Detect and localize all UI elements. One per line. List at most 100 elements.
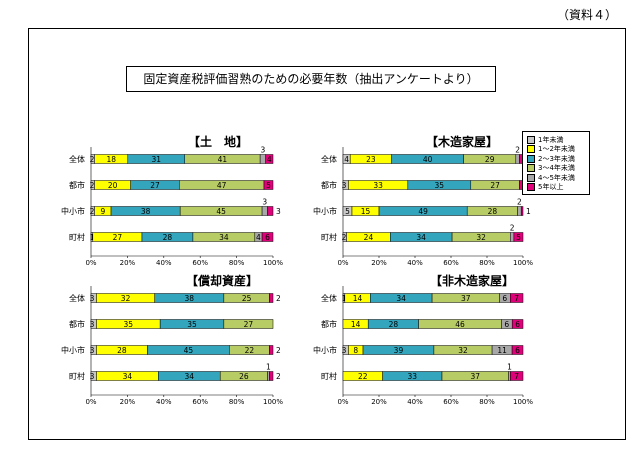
data-label: 6 [265,233,270,242]
bar-segment [510,371,524,381]
data-label: 22 [358,372,368,381]
data-label: 15 [361,207,371,216]
bar-segment [517,206,522,216]
category-label: 全体 [69,293,85,303]
legend-item: 1～2年未満 [527,145,585,155]
bar-segment [269,293,274,303]
data-label: 2 [90,181,95,190]
data-label: 3 [90,320,95,329]
data-label: 33 [373,181,383,190]
x-tick-label: 20% [120,398,136,406]
legend-item: 3～4年未満 [527,164,585,174]
x-tick-label: 20% [371,398,387,406]
data-label: 2 [517,198,522,207]
data-label: 28 [163,233,173,242]
data-label: 2 [276,294,281,303]
stacked-bar-chart-4: 【非木造家屋】0% 20% 40% 60% 80% 100%全体 1 14 34 37 6 7都市 14… [313,273,533,406]
data-label: 14 [353,294,363,303]
data-label: 34 [123,372,133,381]
category-label: 全体 [321,154,337,164]
bar-segment [259,154,266,164]
figure-frame [28,28,626,440]
data-label: 3 [342,181,347,190]
data-label: 35 [187,320,197,329]
data-label: 2 [510,224,515,233]
data-label: 23 [366,155,376,164]
x-tick-label: 80% [479,259,495,267]
data-label: 33 [408,372,418,381]
data-label: 3 [276,207,281,216]
x-tick-label: 100% [513,398,533,406]
data-label: 2 [276,372,281,381]
legend-label: 5年以上 [538,183,564,192]
data-label: 1 [90,233,95,242]
x-tick-label: 100% [263,259,283,267]
data-label: 34 [219,233,229,242]
data-label: 37 [461,294,471,303]
stacked-bar-chart-3: 【償却資産】0% 20% 40% 60% 80% 100%全体 3 32 38 25 2都市 3 35 3… [61,273,283,406]
data-label: 1 [507,363,512,372]
data-label: 22 [245,346,255,355]
data-label: 20 [108,181,118,190]
data-label: 32 [458,346,468,355]
data-label: 5 [345,207,350,216]
data-label: 28 [117,346,127,355]
x-tick-label: 0% [337,259,348,267]
data-label: 34 [185,372,195,381]
data-label: 6 [515,320,520,329]
chart-title: 【非木造家屋】 [430,273,514,288]
x-tick-label: 60% [443,398,459,406]
data-label: 27 [490,181,500,190]
data-label: 45 [184,346,194,355]
data-label: 6 [515,346,520,355]
data-label: 38 [141,207,151,216]
category-label: 中小市 [61,206,85,216]
data-label: 6 [502,294,507,303]
legend-item: 5年以上 [527,183,585,193]
data-label: 45 [216,207,226,216]
x-tick-label: 0% [85,398,96,406]
bar-segment [510,293,524,303]
data-label: 35 [124,320,134,329]
data-label: 27 [150,181,160,190]
data-label: 26 [239,372,249,381]
bar-segment [263,180,274,190]
data-label: 31 [151,155,161,164]
data-label: 7 [514,294,519,303]
category-label: 全体 [69,154,85,164]
data-label: 3 [262,198,267,207]
legend: 1年未満 1～2年未満 2～3年未満 3～4年未満 4～5年未満 5年以上 [522,131,590,195]
data-label: 4 [344,155,349,164]
data-label: 34 [396,294,406,303]
data-label: 1 [266,363,271,372]
data-label: 25 [242,294,252,303]
bar-segment [269,345,274,355]
legend-swatch [527,135,535,144]
data-label: 41 [218,155,228,164]
data-label: 11 [497,346,507,355]
x-tick-label: 60% [192,259,208,267]
bar-segment [511,319,524,329]
data-label: 2 [90,155,95,164]
data-label: 28 [488,207,498,216]
data-label: 6 [504,320,509,329]
bar-segment [267,206,274,216]
category-label: 都市 [69,319,85,329]
data-label: 8 [353,346,358,355]
category-label: 都市 [321,319,337,329]
chart-title: 【償却資産】 [186,273,258,288]
legend-swatch [527,173,535,182]
category-label: 町村 [69,371,85,381]
data-label: 39 [394,346,404,355]
x-tick-label: 60% [443,259,459,267]
legend-swatch [527,164,535,173]
bar-segment [511,345,524,355]
legend-swatch [527,145,535,154]
legend-item: 2～3年未満 [527,154,585,164]
x-tick-label: 100% [513,259,533,267]
document-label: （資料４） [556,8,617,22]
bar-segment [223,319,274,329]
data-label: 49 [418,207,428,216]
